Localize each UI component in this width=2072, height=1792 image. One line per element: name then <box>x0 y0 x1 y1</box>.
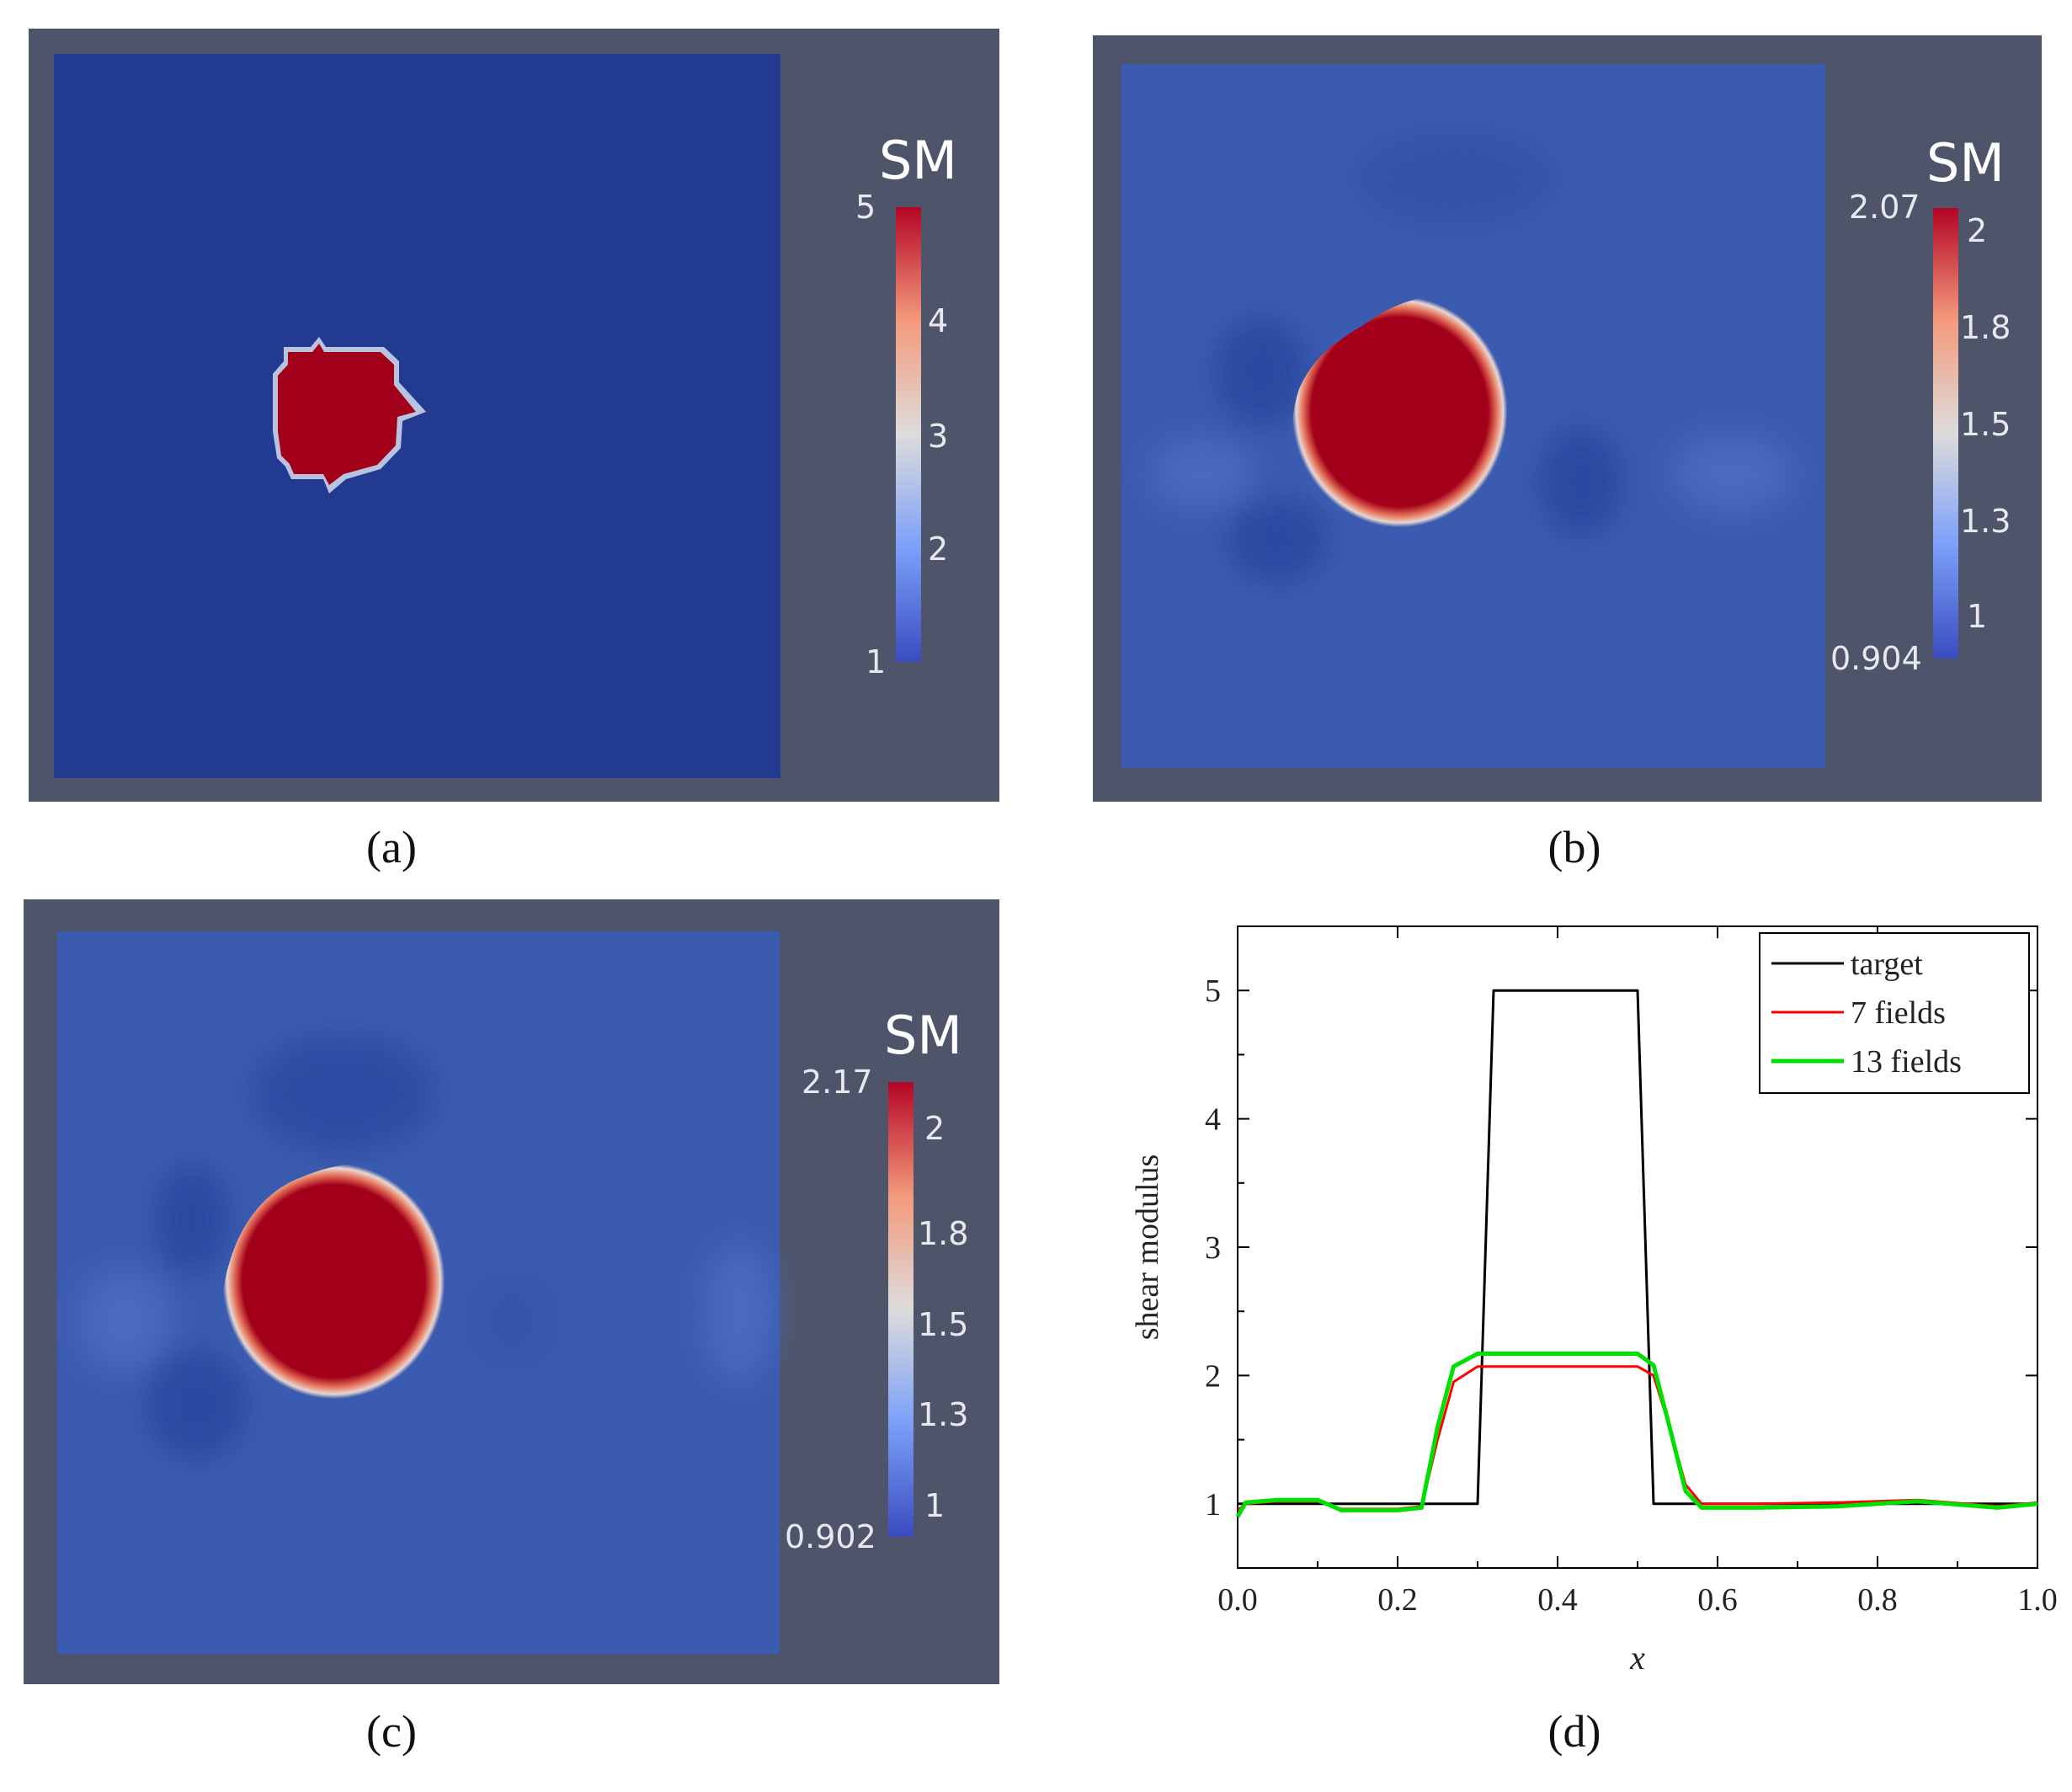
panel-a: SM 5 1 4 3 2 <box>29 29 999 802</box>
caption-c: (c) <box>366 1706 417 1757</box>
colorbar-tick-a-4: 4 <box>928 302 949 339</box>
colorbar-min-b: 0.904 <box>1830 640 1922 677</box>
colorbar-a <box>896 207 921 662</box>
colorbar-tick-c-1.3: 1.3 <box>918 1396 969 1433</box>
field-a <box>54 54 780 778</box>
colorbar-max-b: 2.07 <box>1849 189 1920 226</box>
legend: target 7 fields 13 fields <box>1759 932 2030 1094</box>
caption-d: (d) <box>1547 1706 1601 1757</box>
line-chart: 0.0 0.2 0.4 0.6 0.8 1.0 1 2 3 4 5 target 7 fields 13… <box>1130 925 2058 1677</box>
colorbar-tick-a-3: 3 <box>928 418 949 455</box>
colorbar-min-a: 1 <box>866 643 887 680</box>
x-tick-label: 0.0 <box>1217 1582 1258 1618</box>
colorbar-c <box>888 1082 913 1537</box>
field-b-variations <box>1152 128 1792 583</box>
y-tick-label: 3 <box>1205 1230 1221 1266</box>
series-line-7-fields <box>1237 1365 2038 1512</box>
series-line-13-fields <box>1235 1352 2038 1518</box>
colorbar-min-c: 0.902 <box>785 1518 876 1555</box>
y-tick-label: 4 <box>1205 1102 1221 1138</box>
x-tick-label: 0.8 <box>1857 1582 1898 1618</box>
colorbar-title-c: SM <box>884 1005 962 1066</box>
colorbar-max-c: 2.17 <box>802 1064 873 1101</box>
colorbar-tick-c-2: 2 <box>924 1110 945 1147</box>
y-tick-label: 1 <box>1205 1487 1221 1523</box>
field-plot-a <box>29 29 999 802</box>
colorbar-tick-b-1.5: 1.5 <box>1960 406 2011 443</box>
x-tick-label: 1.0 <box>2017 1582 2058 1618</box>
y-tick-label: 2 <box>1205 1358 1221 1394</box>
colorbar-title-a: SM <box>879 130 957 191</box>
caption-a: (a) <box>366 822 417 872</box>
caption-b: (b) <box>1547 822 1601 872</box>
y-axis-label: shear modulus <box>1130 1155 1165 1341</box>
inclusion-c <box>222 1163 445 1400</box>
series-layer <box>1235 989 2038 1518</box>
colorbar-title-b: SM <box>1926 132 2005 194</box>
panel-c: SM 2.17 0.902 2 1.8 1.5 1.3 1 <box>24 899 999 1684</box>
colorbar-tick-c-1.8: 1.8 <box>918 1215 969 1252</box>
colorbar-max-a: 5 <box>855 189 876 226</box>
colorbar-tick-a-2: 2 <box>928 531 949 568</box>
colorbar-tick-b-1: 1 <box>1967 598 1988 635</box>
inclusion-a <box>278 344 416 485</box>
legend-label: 13 fields <box>1851 1044 1962 1080</box>
colorbar-tick-b-2: 2 <box>1967 212 1988 249</box>
panel-d: 0.0 0.2 0.4 0.6 0.8 1.0 1 2 3 4 5 target 7 fields 13… <box>1095 909 2072 1792</box>
field-plot-c <box>24 899 999 1684</box>
colorbar-tick-c-1.5: 1.5 <box>918 1306 969 1343</box>
colorbar-b <box>1933 208 1958 659</box>
x-tick-label: 0.2 <box>1377 1582 1418 1618</box>
colorbar-tick-b-1.3: 1.3 <box>1960 503 2011 540</box>
legend-label: target <box>1851 947 1923 982</box>
x-axis-label: x <box>1629 1639 1645 1677</box>
panel-b: SM 2.07 0.904 2 1.8 1.5 1.3 1 <box>1093 35 2042 802</box>
colorbar-tick-c-1: 1 <box>924 1487 945 1524</box>
x-tick-label: 0.4 <box>1537 1582 1578 1618</box>
x-tick-label: 0.6 <box>1697 1582 1738 1618</box>
y-tick-label: 5 <box>1205 973 1221 1009</box>
colorbar-tick-b-1.8: 1.8 <box>1960 309 2011 346</box>
legend-label: 7 fields <box>1851 995 1946 1031</box>
field-c-variations <box>78 1034 773 1459</box>
field-plot-b <box>1093 35 2042 802</box>
inclusion-b <box>1292 296 1508 528</box>
